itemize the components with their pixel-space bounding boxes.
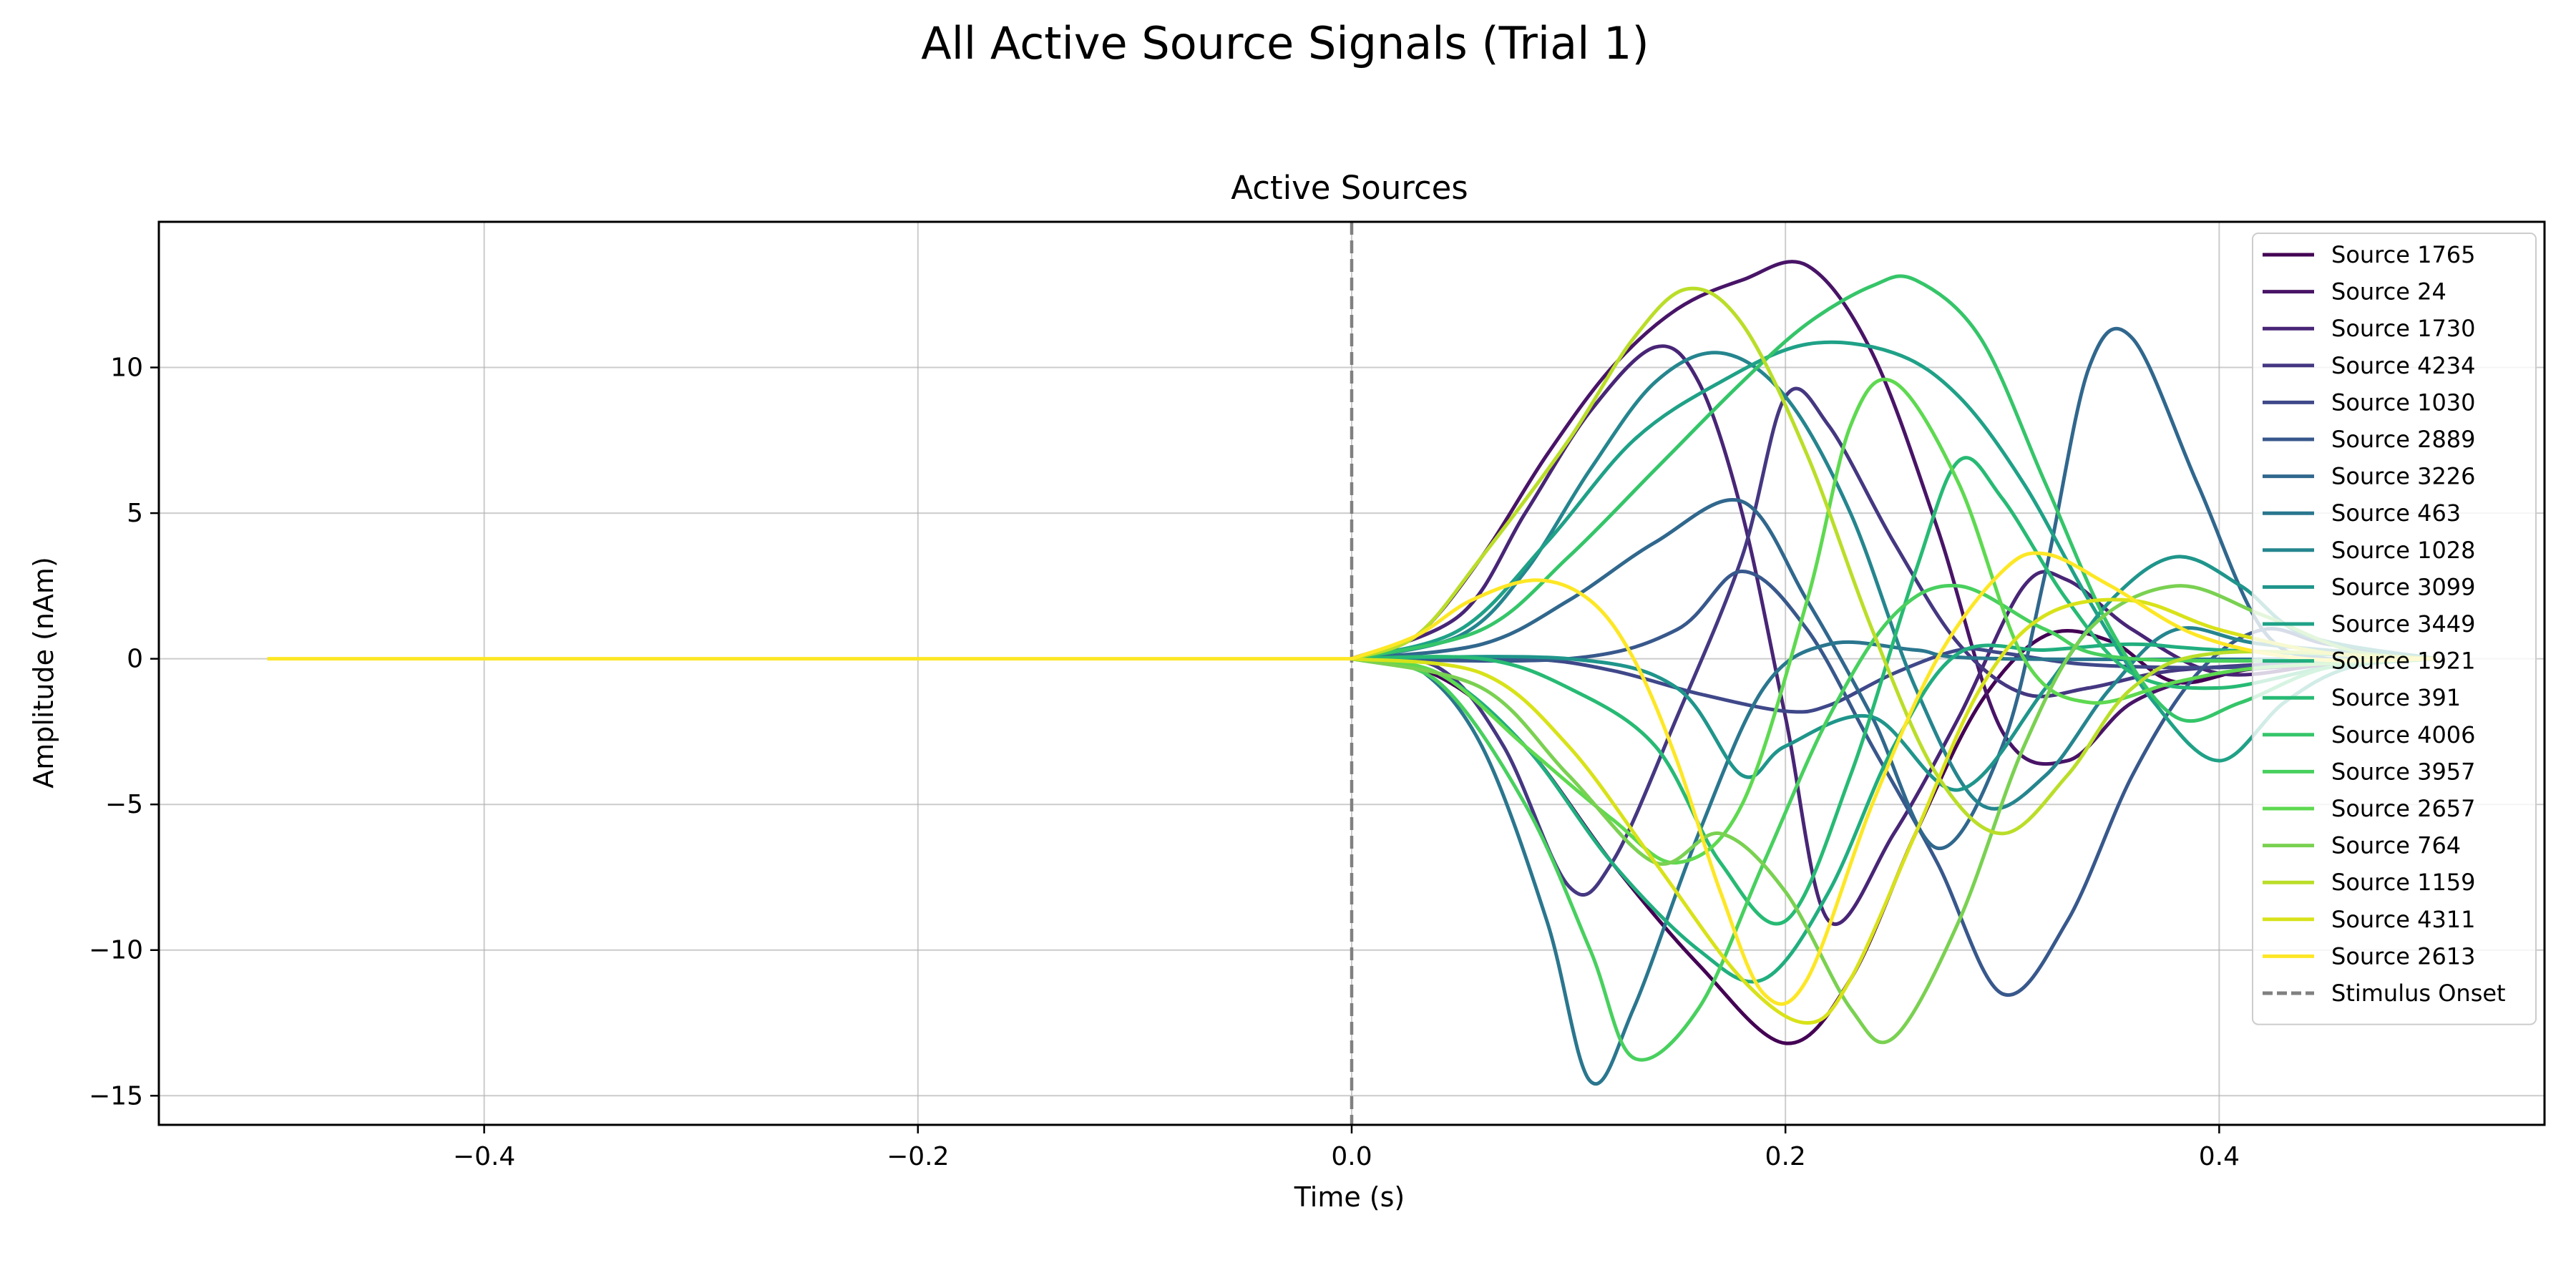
- y-tick-label: 0: [127, 645, 143, 674]
- series-line: [1351, 286, 2436, 836]
- series-line: [1351, 583, 2436, 1062]
- legend-label: Source 1030: [2331, 389, 2476, 416]
- series-source-4006: [1351, 274, 2436, 723]
- series-line: [1351, 340, 2436, 763]
- series-source-1030: [1351, 647, 2436, 714]
- legend-entry: Source 3449: [2263, 610, 2476, 638]
- y-axis-ticks: −15 −10 −5 0 5 10: [89, 353, 159, 1111]
- legend-entry: Source 3957: [2263, 758, 2476, 785]
- legend-label: Source 1730: [2331, 315, 2476, 342]
- y-tick-label: −5: [105, 790, 143, 819]
- series-line: [1351, 326, 2436, 850]
- series-line: [1351, 551, 2436, 1006]
- series-line: [1351, 555, 2436, 792]
- legend-label: Source 3099: [2331, 573, 2476, 600]
- legend-label: Source 4234: [2331, 352, 2476, 379]
- x-tick-label: −0.2: [887, 1142, 949, 1171]
- plot-frame: [157, 220, 2546, 1126]
- legend: Source 1765 Source 24 Source 1730 Source 42…: [2252, 233, 2537, 1025]
- legend-entry: Source 4311: [2263, 906, 2476, 933]
- series-source-4311: [1351, 597, 2436, 1025]
- legend-entry: Source 2613: [2263, 942, 2476, 970]
- legend-box: [2252, 233, 2537, 1025]
- x-tick-label: 0.4: [2199, 1142, 2240, 1171]
- legend-label: Source 4006: [2331, 721, 2476, 748]
- legend-label: Source 1028: [2331, 537, 2476, 564]
- series-lines: [267, 260, 2436, 1086]
- legend-entry: Source 1730: [2263, 315, 2476, 342]
- legend-entry: Source 1765: [2263, 241, 2476, 268]
- y-tick-label: −10: [89, 936, 143, 965]
- series-line: [1351, 351, 2436, 811]
- series-source-2657: [1351, 377, 2436, 865]
- legend-entry: Source 3226: [2263, 463, 2476, 490]
- legend-label: Source 4311: [2331, 906, 2476, 933]
- series-line: [1351, 597, 2436, 1025]
- series-source-2613: [267, 551, 2436, 1006]
- legend-label: Source 764: [2331, 832, 2461, 859]
- x-tick-label: 0.2: [1765, 1142, 1806, 1171]
- series-line: [1351, 640, 2436, 1086]
- series-source-463: [1351, 640, 2436, 1086]
- legend-entry: Source 1921: [2263, 648, 2476, 675]
- legend-entry: Source 4234: [2263, 352, 2476, 379]
- legend-entry: Source 1030: [2263, 389, 2476, 416]
- legend-entry: Source 764: [2263, 832, 2461, 859]
- axes-title: Active Sources: [1231, 169, 1468, 207]
- y-tick-label: 10: [110, 353, 143, 383]
- y-tick-label: 5: [127, 499, 143, 528]
- series-line: [1351, 377, 2436, 865]
- x-tick-label: −0.4: [453, 1142, 515, 1171]
- series-source-1028: [1351, 351, 2436, 811]
- legend-label: Source 1159: [2331, 869, 2476, 896]
- series-line: [1351, 647, 2436, 714]
- legend-entry: Source 4006: [2263, 721, 2476, 748]
- legend-entry: Stimulus Onset: [2263, 980, 2506, 1007]
- series-source-1159: [1351, 286, 2436, 836]
- legend-label: Source 1921: [2331, 648, 2476, 675]
- series-line: [1351, 584, 2436, 1045]
- series-source-3099: [1351, 555, 2436, 792]
- legend-label: Source 2657: [2331, 795, 2476, 822]
- x-axis-label: Time (s): [1294, 1181, 1405, 1213]
- legend-entry: Source 391: [2263, 684, 2461, 711]
- legend-label: Source 2889: [2331, 426, 2476, 453]
- legend-entry: Source 2889: [2263, 426, 2476, 453]
- series-source-3449: [1351, 340, 2436, 763]
- legend-entry: Source 1159: [2263, 869, 2476, 896]
- y-axis-label: Amplitude (nAm): [28, 557, 59, 789]
- legend-entry: Source 1028: [2263, 537, 2476, 564]
- legend-label: Source 391: [2331, 684, 2461, 711]
- series-source-391: [1351, 456, 2436, 926]
- x-axis-ticks: −0.4 −0.2 0.0 0.2 0.4: [453, 1125, 2240, 1171]
- series-source-3957: [1351, 583, 2436, 1062]
- legend-entry: Source 2657: [2263, 795, 2476, 822]
- legend-label: Source 3226: [2331, 463, 2476, 490]
- legend-entry: Source 24: [2263, 278, 2446, 306]
- y-tick-label: −15: [89, 1081, 143, 1111]
- x-tick-label: 0.0: [1331, 1142, 1372, 1171]
- series-source-3226: [1351, 326, 2436, 850]
- chart-suptitle: All Active Source Signals (Trial 1): [921, 17, 1649, 69]
- series-source-764: [1351, 584, 2436, 1045]
- legend-label: Source 3957: [2331, 758, 2476, 785]
- legend-label: Source 1765: [2331, 241, 2476, 268]
- legend-label: Source 3449: [2331, 610, 2476, 638]
- series-line: [1351, 274, 2436, 723]
- legend-label: Stimulus Onset: [2331, 980, 2506, 1007]
- series-line: [1351, 456, 2436, 926]
- legend-entry: Source 3099: [2263, 573, 2476, 600]
- legend-label: Source 463: [2331, 499, 2461, 527]
- legend-entry: Source 463: [2263, 499, 2461, 527]
- legend-label: Source 2613: [2331, 942, 2476, 970]
- legend-label: Source 24: [2331, 278, 2446, 306]
